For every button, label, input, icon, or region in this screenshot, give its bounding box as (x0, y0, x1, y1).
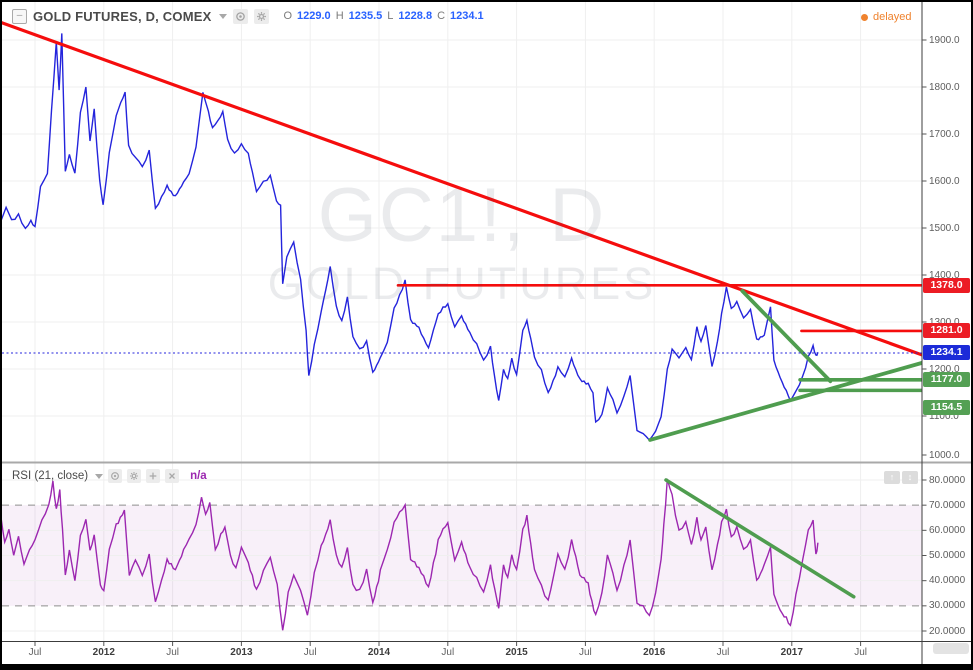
ohlc-value: 1234.1 (450, 10, 484, 22)
price-axis-label: 1400.0 (929, 269, 960, 281)
rsi-axis-label: 50.0000 (929, 550, 966, 561)
price-axis-label: 1300.0 (929, 316, 960, 328)
price-level-badge: 1234.1 (923, 345, 970, 361)
time-axis-label: 2014 (367, 647, 391, 658)
rsi-axis-label: 70.0000 (929, 499, 966, 511)
time-axis-label: 2013 (230, 647, 253, 658)
time-axis-label: Jul (716, 647, 730, 658)
rsi-gear-icon[interactable] (127, 469, 142, 483)
rsi-axis-label: 60.0000 (929, 524, 966, 536)
price-axis-label: 1000.0 (929, 449, 960, 461)
rsi-axis-label: 20.0000 (929, 625, 966, 637)
ohlc-label: L (387, 10, 394, 22)
price-axis-label: 1500.0 (929, 222, 960, 234)
time-axis-label: Jul (303, 647, 317, 658)
collapse-pane-icon[interactable]: – (12, 8, 27, 24)
ohlc-value: 1229.0 (297, 10, 331, 22)
pane-move-up-button[interactable]: ↑ (884, 471, 900, 484)
price-axis-label: 1100.0 (929, 410, 959, 422)
ohlc-value: 1235.5 (348, 10, 383, 22)
price-level-badge: 1154.5 (923, 399, 970, 415)
price-level-badge: 1378.0 (923, 277, 970, 293)
time-axis-label: Jul (166, 647, 179, 658)
price-level-badge: 1177.0 (923, 372, 970, 388)
rsi-header: RSI (21, close) n/a (12, 468, 207, 484)
rsi-axis-label: 30.0000 (929, 600, 966, 612)
time-axis-label: Jul (28, 647, 42, 658)
pane-maximize-button[interactable]: ↕ (902, 471, 918, 484)
ohlc-label: O (283, 10, 293, 22)
time-axis-label: 2017 (780, 647, 803, 658)
rsi-close-icon[interactable] (165, 469, 180, 483)
descending-green-line[interactable] (740, 289, 833, 384)
ohlc-values: O 1229.0 H 1235.5 L 1228.8 C 1234.1 (283, 10, 483, 22)
ohlc-label: H (335, 10, 344, 22)
ohlc-label: C (437, 10, 446, 22)
delayed-label: delayed (873, 11, 912, 23)
price-axis-label: 1900.0 (929, 34, 960, 46)
time-axis-label: 2012 (92, 647, 115, 658)
price-axis-label: 1600.0 (929, 175, 960, 187)
rsi-chevron-down-icon[interactable] (95, 473, 104, 479)
rsi-add-icon[interactable] (146, 469, 161, 483)
time-axis-label: Jul (441, 647, 455, 658)
delayed-dot-icon (861, 13, 868, 21)
gear-icon[interactable] (254, 8, 270, 24)
symbol-header: – GOLD FUTURES, D, COMEX O 1229.0 H 1235.5 L… (12, 7, 484, 25)
time-axis-label: 2015 (505, 647, 528, 658)
rsi-axis-label: 80.0000 (929, 474, 966, 486)
rsi-visibility-icon[interactable] (108, 469, 123, 483)
symbol-title[interactable]: GOLD FUTURES, D, COMEX (33, 8, 212, 24)
price-line-series (2, 33, 819, 442)
rsi-line-series (2, 478, 819, 631)
price-axis-label: 1700.0 (929, 128, 960, 140)
delayed-data-badge[interactable]: delayed (861, 11, 912, 23)
time-axis-label: 2016 (643, 647, 666, 658)
rsi-trendline[interactable] (664, 478, 856, 599)
price-axis-label: 1200.0 (929, 363, 960, 375)
price-axis-label: 1800.0 (929, 81, 960, 93)
rsi-axis-label: 40.0000 (929, 575, 966, 587)
time-axis-settings-pill[interactable] (933, 643, 969, 654)
ascending-support-line[interactable] (648, 360, 922, 442)
rsi-value: n/a (190, 470, 207, 482)
price-level-badge: 1281.0 (923, 323, 970, 339)
rsi-title[interactable]: RSI (21, close) (12, 470, 89, 482)
downtrend-line[interactable] (0, 21, 922, 357)
visibility-icon[interactable] (233, 8, 249, 24)
time-axis-label: Jul (854, 647, 867, 658)
chevron-down-icon[interactable] (219, 13, 228, 19)
ohlc-value: 1228.8 (398, 10, 433, 22)
time-axis-label: Jul (578, 647, 592, 658)
